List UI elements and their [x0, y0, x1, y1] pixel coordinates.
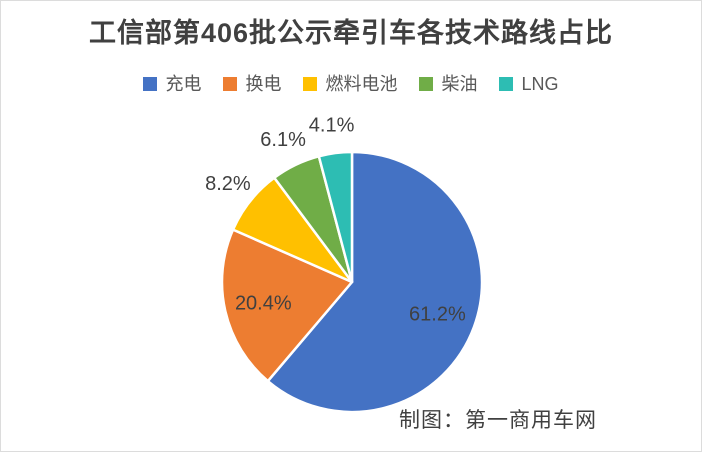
- legend-label: 充电: [165, 74, 202, 94]
- legend-label: LNG: [521, 74, 559, 94]
- legend-swatch-icon: [499, 77, 514, 91]
- legend-swatch-icon: [223, 77, 238, 91]
- legend-item: 柴油: [419, 75, 477, 93]
- legend-item: 充电: [143, 75, 201, 93]
- legend: 充电 换电 燃料电池 柴油 LNG: [1, 75, 701, 93]
- data-label: 4.1%: [309, 115, 355, 137]
- pie-slice-2: [220, 228, 354, 383]
- data-label: 6.1%: [260, 129, 306, 151]
- chart-title: 工信部第406批公示牵引车各技术路线占比: [88, 18, 614, 48]
- legend-item: LNG: [499, 74, 559, 94]
- pie-slice-1: [266, 150, 484, 414]
- legend-label: 柴油: [441, 74, 478, 94]
- attribution: 制图：第一商用车网: [399, 409, 597, 432]
- legend-item: 燃料电池: [303, 75, 397, 93]
- legend-swatch-icon: [303, 77, 318, 91]
- legend-label: 换电: [245, 74, 282, 94]
- data-label: 61.2%: [409, 303, 466, 325]
- legend-swatch-icon: [419, 77, 434, 91]
- legend-item: 换电: [223, 75, 281, 93]
- legend-swatch-icon: [143, 77, 158, 91]
- data-label: 20.4%: [235, 292, 292, 314]
- pie-slice-5: [317, 150, 354, 284]
- data-label: 8.2%: [205, 173, 251, 195]
- legend-label: 燃料电池: [325, 74, 398, 94]
